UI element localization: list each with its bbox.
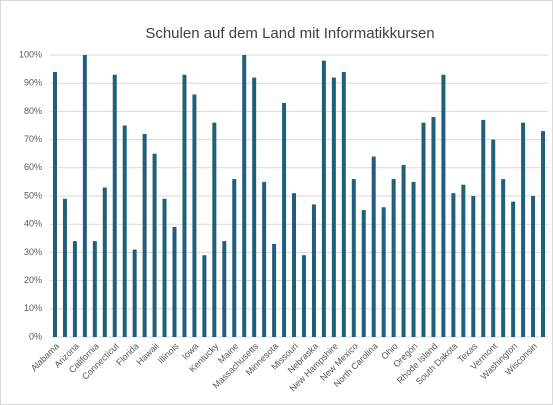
y-tick-label: 0% (29, 331, 42, 341)
bar (272, 243, 277, 337)
bar (102, 187, 107, 337)
bar (541, 131, 546, 337)
bar (72, 241, 77, 337)
y-tick-label: 80% (24, 106, 42, 116)
bar (461, 184, 466, 337)
bar (501, 179, 506, 337)
bar (172, 227, 177, 337)
y-tick-label: 100% (19, 49, 42, 59)
bar (301, 255, 306, 337)
bar (351, 179, 356, 337)
bar (311, 204, 316, 337)
bar (122, 125, 127, 337)
bar (451, 193, 456, 337)
bar (202, 255, 207, 337)
chart-title: Schulen auf dem Land mit Informatikkurse… (145, 25, 434, 42)
bar (391, 179, 396, 337)
bar (401, 164, 406, 337)
bar (431, 117, 436, 337)
y-tick-label: 50% (24, 190, 42, 200)
bar (242, 55, 247, 337)
bar (192, 94, 197, 337)
bar (62, 198, 67, 337)
bar (421, 122, 426, 338)
bar (252, 77, 257, 337)
y-tick-label: 90% (24, 78, 42, 88)
bar (232, 179, 237, 337)
bar (341, 71, 346, 338)
bar (481, 119, 486, 337)
bar (92, 241, 97, 337)
bar (222, 241, 227, 337)
bar (282, 102, 287, 337)
bar (521, 122, 526, 338)
bar (292, 193, 297, 337)
bar (411, 181, 416, 337)
bar (491, 139, 496, 337)
bar (321, 60, 326, 337)
bar (531, 196, 536, 337)
bar (82, 55, 87, 337)
bar (112, 74, 117, 338)
bar (212, 122, 217, 338)
bar (182, 74, 187, 338)
bar (471, 196, 476, 337)
y-tick-label: 40% (24, 219, 42, 229)
bar (441, 74, 446, 338)
y-tick-label: 60% (24, 162, 42, 172)
bar (52, 71, 57, 338)
bar (152, 153, 157, 337)
y-tick-label: 70% (24, 134, 42, 144)
bar (331, 77, 336, 337)
y-tick-label: 30% (24, 247, 42, 257)
bar (162, 198, 167, 337)
y-tick-label: 20% (24, 275, 42, 285)
bar (511, 201, 516, 337)
bar (371, 156, 376, 337)
bar (361, 210, 366, 337)
bar (381, 207, 386, 337)
y-tick-label: 10% (24, 303, 42, 313)
bar (132, 249, 137, 337)
bar (142, 133, 147, 337)
bar (262, 181, 267, 337)
